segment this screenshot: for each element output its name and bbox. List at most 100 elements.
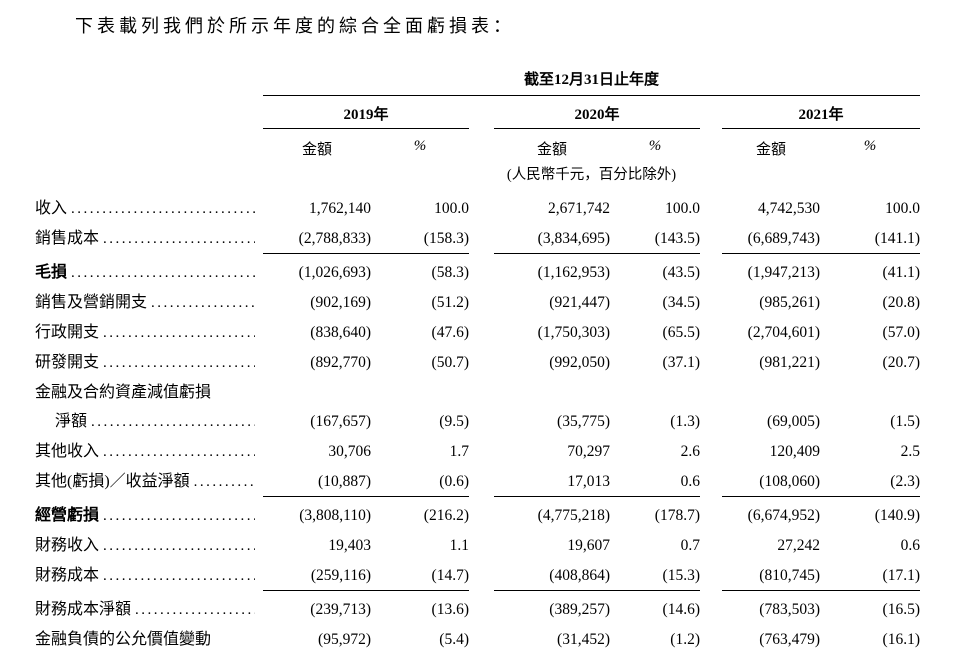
column-gap bbox=[469, 501, 494, 531]
dot-leader: ........................................… bbox=[71, 201, 255, 217]
column-gap bbox=[700, 348, 722, 378]
amount-value bbox=[494, 378, 610, 407]
table-row: 行政開支....................................… bbox=[35, 318, 920, 348]
dot-leader: ........................................… bbox=[103, 444, 255, 460]
table-row: 收入......................................… bbox=[35, 194, 920, 224]
row-label-cell: 淨額......................................… bbox=[35, 407, 263, 437]
percent-value: (1.3) bbox=[670, 413, 700, 430]
percent-value: 2.5 bbox=[900, 443, 920, 460]
percent-value: (16.1) bbox=[820, 625, 920, 653]
column-gap bbox=[469, 437, 494, 467]
percent-value: (17.1) bbox=[820, 561, 920, 591]
percent-value: (178.7) bbox=[654, 507, 700, 524]
column-gap bbox=[469, 194, 494, 224]
percent-value: (20.7) bbox=[882, 354, 920, 371]
table-row: 淨額......................................… bbox=[35, 407, 920, 437]
column-gap bbox=[469, 595, 494, 625]
percent-value: 0.6 bbox=[900, 537, 920, 554]
unit-note-row: (人民幣千元，百分比除外) bbox=[35, 159, 920, 184]
row-label: 金融及合約資產減值虧損 bbox=[35, 384, 212, 401]
percent-value: (5.4) bbox=[371, 625, 469, 653]
table-row: 其他(虧損)／收益淨額.............................… bbox=[35, 467, 920, 497]
column-gap bbox=[700, 531, 722, 561]
amount-value: (2,704,601) bbox=[747, 324, 820, 341]
dot-leader: ........................................… bbox=[103, 508, 255, 524]
amount-value: (31,452) bbox=[494, 625, 610, 653]
percent-value: (50.7) bbox=[431, 354, 469, 371]
dot-leader: ........................................… bbox=[91, 414, 255, 430]
column-gap bbox=[700, 288, 722, 318]
dot-leader: ........................................… bbox=[103, 538, 255, 554]
column-gap bbox=[700, 625, 722, 653]
column-gap bbox=[700, 501, 722, 531]
row-label: 研發開支 bbox=[35, 354, 100, 371]
column-gap bbox=[700, 318, 722, 348]
percent-value: 100.0 bbox=[434, 200, 469, 217]
amount-value: (6,674,952) bbox=[747, 507, 820, 524]
column-gap bbox=[700, 194, 722, 224]
year-header-2020: 2020年 bbox=[494, 103, 700, 129]
column-gap bbox=[469, 318, 494, 348]
amount-value: (6,689,743) bbox=[722, 224, 820, 254]
dot-leader: ........................................… bbox=[151, 295, 255, 311]
amount-value: (1,947,213) bbox=[747, 264, 820, 281]
percent-value: (216.2) bbox=[423, 507, 469, 524]
row-label-cell: 其他(虧損)／收益淨額.............................… bbox=[35, 467, 263, 497]
row-label-cell: 經營虧損....................................… bbox=[35, 501, 263, 531]
amount-value: (783,503) bbox=[759, 601, 820, 618]
row-label-cell: 銷售及營銷開支.................................… bbox=[35, 288, 263, 318]
dot-leader: ........................................… bbox=[103, 568, 255, 584]
amount-value: (1,750,303) bbox=[537, 324, 610, 341]
column-gap bbox=[469, 561, 494, 591]
dot-leader: ........................................… bbox=[135, 602, 255, 618]
percent-value: 0.7 bbox=[680, 537, 700, 554]
row-label: 其他收入 bbox=[35, 443, 100, 460]
period-header-row: 截至12月31日止年度 bbox=[35, 68, 920, 96]
row-label: 毛損 bbox=[35, 264, 68, 281]
percent-value: (41.1) bbox=[882, 264, 920, 281]
amount-value: (108,060) bbox=[722, 467, 820, 497]
dot-leader: ........................................… bbox=[103, 325, 255, 341]
row-label: 銷售成本 bbox=[35, 230, 100, 247]
amount-value bbox=[722, 378, 820, 407]
percent-value bbox=[610, 378, 700, 407]
column-gap bbox=[700, 437, 722, 467]
row-label-cell: 收入......................................… bbox=[35, 194, 263, 224]
percent-value: 1.1 bbox=[449, 537, 469, 554]
amount-value: (239,713) bbox=[310, 601, 371, 618]
percent-header-2020: % bbox=[648, 138, 662, 154]
column-gap bbox=[469, 348, 494, 378]
percent-value: (34.5) bbox=[662, 294, 700, 311]
percent-value: (2.3) bbox=[820, 467, 920, 497]
amount-value: (892,770) bbox=[310, 354, 371, 371]
column-gap bbox=[469, 407, 494, 437]
amount-value: 30,706 bbox=[328, 443, 371, 460]
percent-value: (16.5) bbox=[882, 601, 920, 618]
percent-value: (143.5) bbox=[610, 224, 700, 254]
table-row: 毛損......................................… bbox=[35, 258, 920, 288]
column-gap bbox=[700, 467, 722, 497]
column-gap bbox=[700, 258, 722, 288]
percent-value: (37.1) bbox=[662, 354, 700, 371]
percent-value: (14.6) bbox=[662, 601, 700, 618]
amount-value: (35,775) bbox=[557, 413, 610, 430]
row-label: 經營虧損 bbox=[35, 507, 100, 524]
amount-value: (981,221) bbox=[759, 354, 820, 371]
percent-value: (47.6) bbox=[431, 324, 469, 341]
spacer-cell bbox=[35, 163, 263, 184]
row-label-cell: 毛損......................................… bbox=[35, 258, 263, 288]
column-gap bbox=[700, 407, 722, 437]
amount-value: (992,050) bbox=[549, 354, 610, 371]
table-row: 經營虧損....................................… bbox=[35, 501, 920, 531]
amount-value: (4,775,218) bbox=[537, 507, 610, 524]
row-label-cell: 金融負債的公允價值變動 bbox=[35, 625, 263, 653]
percent-value: 0.6 bbox=[610, 467, 700, 497]
column-gap bbox=[700, 561, 722, 591]
column-gap bbox=[469, 288, 494, 318]
table-row: 財務成本淨額..................................… bbox=[35, 595, 920, 625]
row-label: 銷售及營銷開支 bbox=[35, 294, 148, 311]
income-statement-table: 截至12月31日止年度 2019年 2020年 2021年 金額 % 金額 % … bbox=[35, 68, 920, 653]
amount-value: (95,972) bbox=[263, 625, 371, 653]
column-gap bbox=[469, 467, 494, 497]
